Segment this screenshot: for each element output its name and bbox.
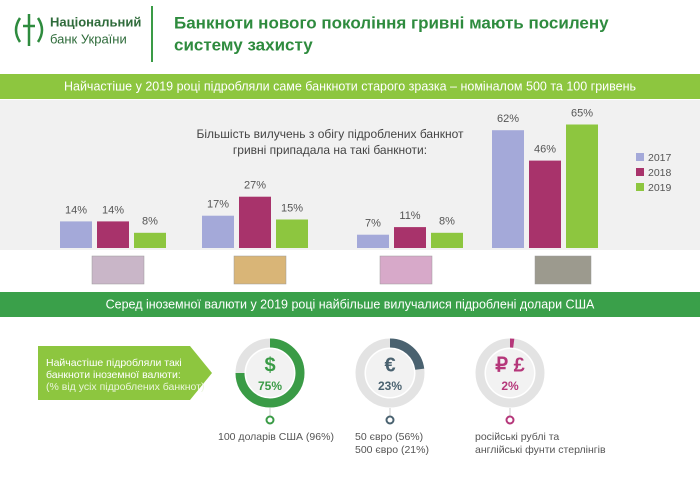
marker-dot bbox=[505, 415, 515, 425]
banner bbox=[0, 292, 700, 317]
legend-swatch bbox=[636, 183, 644, 191]
page-title: Банкноти нового покоління гривні мають п… bbox=[174, 13, 609, 32]
donut-center bbox=[366, 349, 414, 397]
annotation: Більшість вилучень з обігу підроблених б… bbox=[196, 127, 464, 141]
caption: англійські фунти стерлінгів bbox=[475, 444, 606, 456]
bar bbox=[566, 124, 598, 248]
caption: 50 євро (56%) bbox=[355, 431, 423, 443]
legend-swatch bbox=[636, 153, 644, 161]
bar bbox=[97, 221, 129, 248]
data-label: 14% bbox=[65, 204, 87, 216]
data-label: 62% bbox=[497, 113, 519, 125]
bar bbox=[239, 196, 271, 248]
bar bbox=[431, 232, 463, 248]
banknote bbox=[91, 255, 145, 285]
bar bbox=[202, 215, 234, 248]
note-text: (% від усіх підроблених банкнот) bbox=[46, 381, 204, 393]
banner-text: Серед іноземної валюти у 2019 році найбі… bbox=[106, 297, 595, 311]
data-label: 14% bbox=[102, 204, 124, 216]
donut-arc bbox=[235, 338, 305, 408]
data-label: 7% bbox=[365, 218, 381, 230]
currency-symbol: $ bbox=[264, 354, 275, 376]
legend-label: 2017 bbox=[648, 152, 672, 164]
data-label: 11% bbox=[399, 210, 420, 222]
currency-symbol: € bbox=[384, 354, 395, 376]
caption: 100 доларів США (96%) bbox=[218, 431, 334, 443]
data-label: 27% bbox=[244, 180, 266, 192]
caption: 500 євро (21%) bbox=[355, 444, 429, 456]
banknote bbox=[534, 255, 592, 285]
marker-dot bbox=[265, 415, 275, 425]
marker-dot bbox=[385, 415, 395, 425]
logo-mark bbox=[14, 14, 44, 46]
data-label: 46% bbox=[534, 144, 556, 156]
bar bbox=[492, 130, 524, 248]
caption: російські рублі та bbox=[475, 431, 559, 443]
bar bbox=[529, 160, 561, 248]
data-label: 8% bbox=[439, 216, 455, 228]
donut-value: 75% bbox=[258, 379, 282, 393]
donut-arc bbox=[389, 338, 425, 371]
annotation: гривні припадала на такі банкноти: bbox=[233, 143, 427, 157]
donut-center bbox=[246, 349, 294, 397]
note-text: Найчастіше підробляли такі bbox=[46, 357, 182, 369]
donut-value: 23% bbox=[378, 379, 402, 393]
banner-text: Найчастіше у 2019 році підробляли саме б… bbox=[64, 79, 636, 93]
bar bbox=[357, 234, 389, 248]
note-arrow bbox=[38, 346, 212, 400]
page-title: систему захисту bbox=[174, 35, 313, 54]
legend-label: 2019 bbox=[648, 182, 672, 194]
legend-swatch bbox=[636, 168, 644, 176]
note-text: банкноти іноземної валюти: bbox=[46, 369, 181, 381]
data-label: 17% bbox=[207, 199, 229, 211]
bar bbox=[276, 219, 308, 248]
banknote bbox=[233, 255, 287, 285]
currency-symbol: ₽ £ bbox=[495, 354, 524, 376]
banner bbox=[0, 74, 700, 99]
bar bbox=[394, 227, 426, 248]
data-label: 8% bbox=[142, 216, 158, 228]
data-label: 15% bbox=[281, 202, 303, 214]
legend-label: 2018 bbox=[648, 167, 672, 179]
banknote bbox=[379, 255, 433, 285]
donut-center bbox=[486, 349, 534, 397]
bar bbox=[134, 232, 166, 248]
logo-text: Національний bbox=[50, 14, 141, 29]
donut-value: 2% bbox=[501, 379, 519, 393]
logo-text: банк України bbox=[50, 31, 127, 46]
data-label: 65% bbox=[571, 107, 593, 119]
bar bbox=[60, 221, 92, 248]
